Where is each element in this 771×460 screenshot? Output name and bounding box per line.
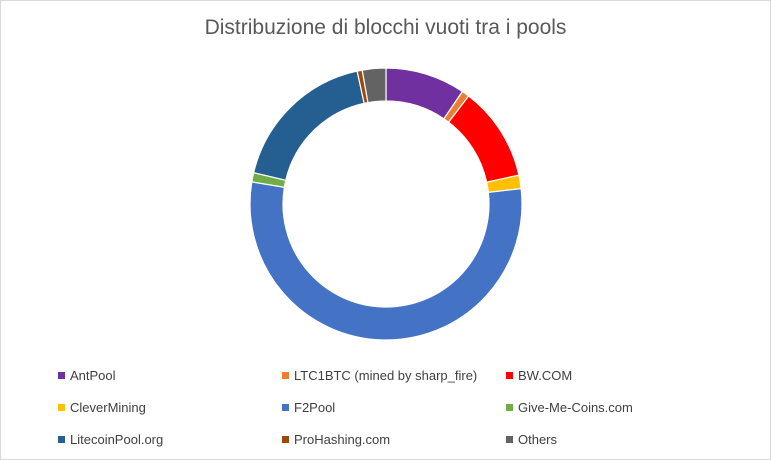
legend-label: LitecoinPool.org	[70, 432, 164, 447]
chart-title: Distribuzione di blocchi vuoti tra i poo…	[204, 16, 567, 39]
slice-others	[361, 67, 387, 104]
legend-item-give-me-coins-com: Give-Me-Coins.com	[506, 400, 633, 416]
legend-label: AntPool	[70, 368, 116, 383]
slice-bw-com	[447, 95, 520, 183]
legend-label: ProHashing.com	[294, 432, 391, 447]
legend-swatch	[506, 436, 513, 444]
legend-swatch	[282, 372, 289, 380]
legend-item-clevermining: CleverMining	[58, 400, 146, 416]
legend-swatch	[58, 404, 65, 412]
legend-label: Others	[518, 432, 558, 447]
legend-item-f2pool: F2Pool	[282, 400, 335, 416]
slice-litecoinpool-org	[252, 70, 365, 181]
legend-label: CleverMining	[70, 400, 146, 415]
legend-swatch	[282, 436, 289, 444]
legend-label: LTC1BTC (mined by sharp_fire)	[294, 368, 478, 383]
legend-label: BW.COM	[518, 368, 573, 383]
legend-label: Give-Me-Coins.com	[518, 400, 633, 415]
legend-swatch	[58, 372, 65, 380]
legend-swatch	[506, 404, 513, 412]
legend-item-litecoinpool-org: LitecoinPool.org	[58, 432, 163, 448]
legend-item-others: Others	[506, 432, 557, 448]
legend-item-antpool: AntPool	[58, 368, 116, 384]
legend-item-prohashing-com: ProHashing.com	[282, 432, 390, 448]
legend-swatch	[506, 372, 513, 380]
legend-item-ltc1btc-mined-by-sharp-fire: LTC1BTC (mined by sharp_fire)	[282, 368, 477, 384]
legend-swatch	[282, 404, 289, 412]
legend-item-bw-com: BW.COM	[506, 368, 572, 384]
legend-swatch	[58, 436, 65, 444]
legend-label: F2Pool	[294, 400, 336, 415]
slice-f2pool	[249, 181, 523, 341]
